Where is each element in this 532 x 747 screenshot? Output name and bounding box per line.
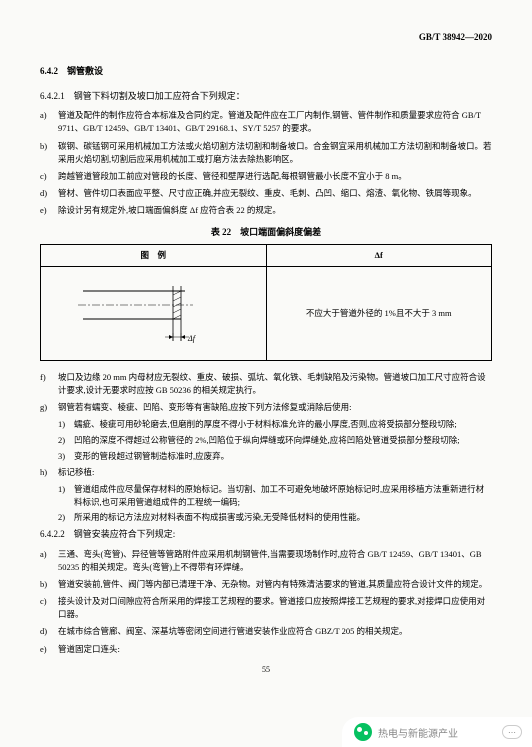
item-a: a)管道及配件的制作应符合本标准及合同约定。管道及配件应在工厂内制作,钢管、管件… [40, 109, 492, 135]
item-g: g)钢管若有蠕变、棱疵、凹陷、变形等有害缺陷,应按下列方法修复或消除后使用: [40, 401, 492, 414]
more-button[interactable]: ⋯ [502, 725, 522, 739]
item-b: b)碳钢、碳锰钢可采用机械加工方法或火焰切割方法切割和制备坡口。合金钢宜采用机械… [40, 140, 492, 166]
figure-cell: Δf [41, 267, 267, 361]
item2-a: a)三通、弯头(弯管)、异径管等管路附件应采用机制钢管件,当需要现场制作时,应符… [40, 548, 492, 574]
item-list-1: a)管道及配件的制作应符合本标准及合同约定。管道及配件应在工厂内制作,钢管、管件… [40, 109, 492, 217]
wechat-icon [354, 723, 372, 741]
table-22-title: 表 22 坡口端面偏斜度偏差 [40, 225, 492, 239]
delta-f-spec: 不应大于管道外径的 1%且不大于 3 mm [266, 267, 492, 361]
th-delta-f: Δf [266, 244, 492, 267]
item-list-3: a)三通、弯头(弯管)、异径管等管路附件应采用机制钢管件,当需要现场制作时,应符… [40, 548, 492, 656]
item-list-2: f)坡口及边缘 20 mm 内母材应无裂纹、重皮、破损、弧坑、氧化铁、毛刺缺陷及… [40, 371, 492, 524]
item2-b: b)管道安装前,管件、阀门等内部已清理干净、无杂物。对管内有特殊清洁要求的管道,… [40, 578, 492, 591]
th-figure: 图 例 [41, 244, 267, 267]
item2-e: e)管道固定口连头: [40, 643, 492, 656]
item2-c: c)接头设计及对口间隙应符合所采用的焊接工艺规程的要求。管道接口应按照焊接工艺规… [40, 595, 492, 621]
item-h-1: 1)管道组成件应尽量保存材料的原始标记。当切割、加工不可避免地破坏原始标记时,应… [58, 483, 492, 509]
wechat-account-name: 热电与新能源产业 [378, 725, 458, 740]
page-number: 55 [40, 664, 492, 677]
subsection-6-4-2-1: 6.4.2.1 钢管下料切割及坡口加工应符合下列规定： [40, 89, 492, 103]
item-g-1: 1)蠕疵、棱疵可用砂轮磨去,但磨削的厚度不得小于材料标准允许的最小厚度,否则,应… [58, 418, 492, 431]
document-page: GB/T 38942—2020 6.4.2 钢管敷设 6.4.2.1 钢管下料切… [0, 0, 532, 697]
svg-text:Δf: Δf [187, 334, 197, 343]
item-h: h)标记移植: [40, 466, 492, 479]
item-g-3: 3)变形的管段超过钢管制造标准时,应废弃。 [58, 450, 492, 463]
standard-code: GB/T 38942—2020 [40, 30, 492, 44]
item2-d: d)在城市综合管廊、阀室、深基坑等密闭空间进行管道安装作业应符合 GBZ/T 2… [40, 625, 492, 638]
table-22: 图 例 Δf [40, 244, 492, 361]
item-h-2: 2)所采用的标记方法应对材料表面不构成损害或污染,无受降低材料的使用性能。 [58, 511, 492, 524]
bevel-diagram: Δf [73, 271, 233, 351]
item-c: c)跨越管道管段加工前应对管段的长度、管径和壁厚进行选配,每根钢管最小长度不宜小… [40, 170, 492, 183]
wechat-account[interactable]: 热电与新能源产业 [354, 723, 458, 741]
item-e: e)除设计另有规定外,坡口端面偏斜度 Δf 应符合表 22 的规定。 [40, 204, 492, 217]
wechat-overlay: 热电与新能源产业 ⋯ [342, 717, 532, 747]
subsection-6-4-2-2: 6.4.2.2 钢管安装应符合下列规定: [40, 527, 492, 541]
item-d: d)管材、管件切口表面应平整、尺寸应正确,并应无裂纹、重皮、毛刺、凸凹、缩口、熔… [40, 187, 492, 200]
item-f: f)坡口及边缘 20 mm 内母材应无裂纹、重皮、破损、弧坑、氧化铁、毛刺缺陷及… [40, 371, 492, 397]
item-g-2: 2)凹陷的深度不得超过公称管径的 2%,凹陷位于纵向焊缝或环向焊缝处,应将凹陷处… [58, 434, 492, 447]
section-title: 6.4.2 钢管敷设 [40, 64, 492, 78]
